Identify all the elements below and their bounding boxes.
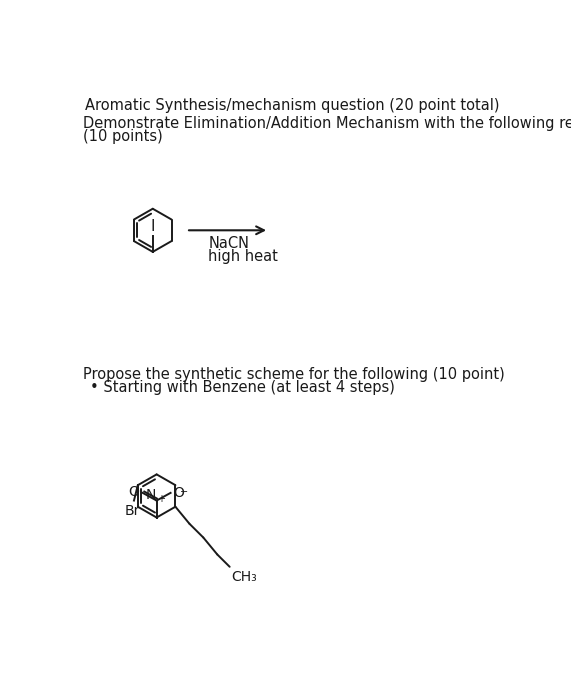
Text: CH₃: CH₃ [231, 570, 257, 584]
Text: −: − [180, 487, 188, 498]
Text: Propose the synthetic scheme for the following (10 point): Propose the synthetic scheme for the fol… [83, 368, 505, 382]
Text: O: O [173, 486, 184, 500]
Text: +: + [158, 494, 166, 505]
Text: O: O [128, 485, 139, 499]
Text: high heat: high heat [208, 248, 278, 264]
Text: I: I [151, 219, 155, 234]
Text: Demonstrate Elimination/Addition Mechanism with the following reaction: Demonstrate Elimination/Addition Mechani… [83, 116, 571, 132]
Text: Aromatic Synthesis/mechanism question (20 point total): Aromatic Synthesis/mechanism question (2… [85, 98, 500, 113]
Text: NaCN: NaCN [208, 237, 249, 251]
Text: N: N [146, 488, 156, 502]
Text: (10 points): (10 points) [83, 129, 163, 144]
Text: • Starting with Benzene (at least 4 steps): • Starting with Benzene (at least 4 step… [90, 381, 395, 395]
Text: Br: Br [124, 505, 140, 519]
